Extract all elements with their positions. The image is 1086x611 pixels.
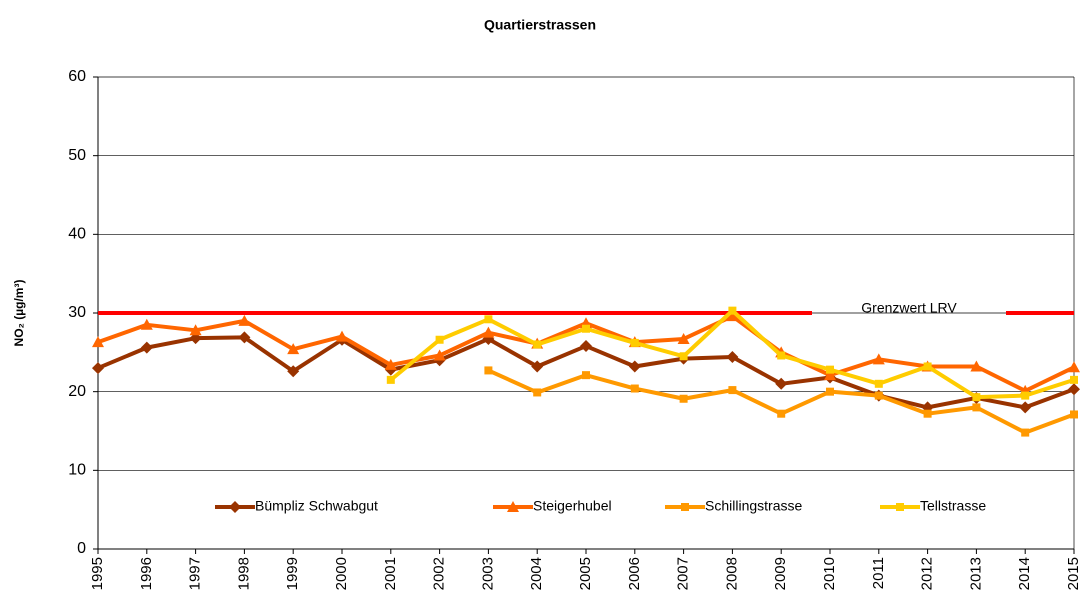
y-tick-label: 60: [68, 68, 86, 85]
marker: [140, 341, 153, 354]
marker: [824, 369, 836, 381]
x-tick-label: 2008: [723, 557, 740, 590]
marker: [972, 403, 981, 412]
marker: [484, 315, 493, 324]
marker: [826, 387, 834, 396]
marker: [189, 324, 202, 336]
x-tick-label: 1995: [89, 557, 106, 590]
marker: [1019, 401, 1032, 414]
x-tick-label: 1997: [187, 557, 204, 590]
x-tick-label: 1998: [235, 557, 252, 590]
y-tick-label: 50: [68, 147, 86, 164]
marker: [628, 360, 641, 373]
marker: [923, 409, 932, 418]
marker: [679, 352, 688, 361]
marker: [533, 388, 542, 397]
marker: [92, 362, 104, 375]
marker: [531, 360, 544, 373]
marker: [533, 340, 542, 349]
marker: [630, 384, 639, 393]
x-tick-label: 2004: [528, 557, 545, 590]
legend-label: Schillingstrasse: [705, 498, 802, 514]
y-tick-label: 20: [68, 383, 86, 400]
marker: [728, 306, 737, 315]
marker: [874, 379, 883, 388]
marker: [287, 365, 300, 378]
marker: [582, 324, 590, 333]
limit-label: Grenzwert LRV: [861, 300, 957, 316]
marker: [679, 394, 688, 403]
y-tick-label: 0: [77, 540, 86, 557]
marker: [433, 349, 446, 361]
marker: [386, 375, 395, 384]
marker: [972, 393, 981, 402]
marker: [1068, 361, 1080, 373]
x-tick-label: 2014: [1016, 557, 1033, 590]
marker: [336, 330, 348, 342]
marker: [970, 360, 983, 372]
legend-label: Bümpliz Schwabgut: [255, 498, 378, 514]
y-axis-label: NO₂ (µg/m³): [12, 280, 26, 347]
marker: [681, 503, 689, 511]
x-tick-label: 2005: [577, 557, 594, 590]
marker: [287, 343, 300, 355]
x-tick-label: 2011: [870, 557, 887, 589]
marker: [872, 353, 885, 365]
x-tick-label: 2006: [626, 557, 643, 590]
marker: [1068, 383, 1080, 396]
x-tick-label: 1999: [284, 557, 301, 590]
marker: [580, 340, 592, 353]
marker: [777, 409, 786, 418]
x-tick-label: 2003: [479, 557, 496, 590]
marker: [896, 503, 904, 511]
marker: [677, 332, 690, 344]
marker: [229, 501, 241, 513]
marker: [1021, 428, 1030, 437]
x-tick-label: 2007: [675, 557, 692, 590]
marker: [238, 331, 251, 344]
x-tick-label: 2013: [967, 557, 984, 590]
marker: [630, 338, 639, 347]
marker: [1070, 375, 1078, 384]
chart-title: Quartierstrassen: [484, 17, 596, 33]
marker: [777, 351, 786, 360]
marker: [726, 351, 739, 364]
marker: [384, 358, 397, 370]
marker: [826, 365, 834, 374]
marker: [238, 314, 251, 326]
marker: [484, 366, 493, 375]
marker: [92, 336, 104, 348]
marker: [1070, 410, 1078, 419]
legend-label: Tellstrasse: [920, 498, 986, 514]
legend-label: Steigerhubel: [533, 498, 612, 514]
x-tick-label: 2010: [821, 557, 838, 590]
x-tick-label: 1996: [138, 557, 155, 590]
x-tick-label: 2009: [772, 557, 789, 590]
marker: [140, 318, 153, 330]
x-tick-label: 2001: [382, 557, 399, 590]
y-tick-label: 10: [68, 462, 86, 479]
marker: [507, 501, 519, 512]
x-tick-label: 2002: [431, 557, 448, 590]
marker: [874, 391, 883, 400]
marker: [1021, 391, 1030, 400]
marker: [582, 371, 590, 380]
marker: [726, 310, 739, 322]
marker: [923, 362, 932, 371]
y-tick-label: 40: [68, 226, 86, 243]
marker: [775, 377, 788, 390]
x-tick-label: 2000: [333, 557, 350, 590]
x-tick-label: 2015: [1065, 557, 1082, 590]
marker: [728, 386, 737, 395]
y-tick-label: 30: [68, 304, 86, 321]
x-tick-label: 2012: [919, 557, 936, 590]
marker: [482, 326, 495, 338]
marker: [435, 335, 444, 344]
